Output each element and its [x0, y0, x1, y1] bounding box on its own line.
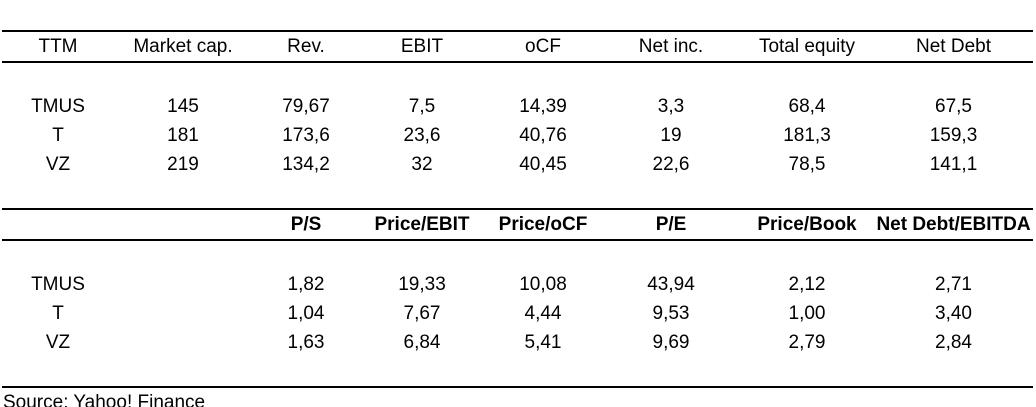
- ticker-cell: TMUS: [31, 95, 85, 117]
- header-cell-ttm: TTM: [2, 30, 114, 63]
- multiples-header-row: P/S Price/EBIT Price/oCF P/E Price/Book …: [2, 208, 1033, 241]
- header-cell-empty: [114, 208, 252, 241]
- empty-cell: [114, 328, 252, 357]
- value-cell: 219: [167, 153, 199, 175]
- spacer-row: [2, 179, 1033, 208]
- value-cell: 40,76: [519, 124, 567, 146]
- header-cell-price-ocf: Price/oCF: [484, 208, 602, 241]
- table-row-vz: VZ 1,63 6,84 5,41 9,69 2,79 2,84: [2, 328, 1033, 357]
- value-cell: 2,84: [935, 331, 972, 353]
- value-cell: 3,40: [935, 302, 972, 324]
- value-cell: 2,12: [788, 273, 826, 295]
- table-row-tmus: TMUS 145 79,67 7,5 14,39 3,3 68,4 67,5: [2, 92, 1033, 121]
- value-cell: 6,84: [403, 331, 441, 353]
- header-cell-pe: P/E: [602, 208, 740, 241]
- source-note: Source: Yahoo! Finance: [2, 388, 1033, 407]
- header-cell-ocf: oCF: [484, 30, 602, 63]
- header-cell-ps: P/S: [252, 208, 360, 241]
- ticker-cell: TMUS: [31, 273, 85, 295]
- ticker-cell: T: [52, 302, 64, 324]
- ticker-cell: T: [52, 124, 64, 146]
- table-row-t: T 1,04 7,67 4,44 9,53 1,00 3,40: [2, 299, 1033, 328]
- value-cell: 7,67: [403, 302, 441, 324]
- value-cell: 3,3: [657, 95, 685, 117]
- table-row-vz: VZ 219 134,2 32 40,45 22,6 78,5 141,1: [2, 150, 1033, 179]
- value-cell: 2,71: [935, 273, 972, 295]
- value-cell: 19: [660, 124, 682, 146]
- value-cell: 7,5: [408, 95, 436, 117]
- value-cell: 173,6: [282, 124, 330, 146]
- valuation-multiples-table: P/S Price/EBIT Price/oCF P/E Price/Book …: [2, 208, 1033, 388]
- ticker-cell: VZ: [45, 331, 71, 353]
- value-cell: 23,6: [403, 124, 441, 146]
- spacer-row: [2, 240, 1033, 270]
- ticker-cell: VZ: [45, 153, 71, 175]
- header-cell-ebit: EBIT: [360, 30, 484, 63]
- value-cell: 181: [167, 124, 199, 146]
- header-cell-net-inc: Net inc.: [602, 30, 740, 63]
- value-cell: 79,67: [282, 95, 330, 117]
- value-cell: 1,82: [287, 273, 325, 295]
- value-cell: 1,00: [788, 302, 826, 324]
- value-cell: 43,94: [647, 273, 695, 295]
- value-cell: 78,5: [788, 153, 826, 175]
- ttm-figures-table: TTM Market cap. Rev. EBIT oCF Net inc. T…: [2, 30, 1033, 208]
- value-cell: 9,69: [652, 331, 690, 353]
- value-cell: 1,63: [287, 331, 325, 353]
- value-cell: 2,79: [788, 331, 826, 353]
- value-cell: 145: [167, 95, 199, 117]
- value-cell: 134,2: [282, 153, 330, 175]
- header-cell-empty: [2, 208, 114, 241]
- value-cell: 4,44: [524, 302, 562, 324]
- value-cell: 32: [411, 153, 433, 175]
- ttm-header-row: TTM Market cap. Rev. EBIT oCF Net inc. T…: [2, 30, 1033, 63]
- header-cell-market-cap: Market cap.: [114, 30, 252, 63]
- header-cell-price-ebit: Price/EBIT: [360, 208, 484, 241]
- value-cell: 1,04: [287, 302, 325, 324]
- value-cell: 22,6: [652, 153, 690, 175]
- value-cell: 159,3: [929, 124, 978, 146]
- header-cell-rev: Rev.: [252, 30, 360, 63]
- table-row-tmus: TMUS 1,82 19,33 10,08 43,94 2,12 2,71: [2, 270, 1033, 299]
- value-cell: 40,45: [519, 153, 567, 175]
- value-cell: 67,5: [935, 95, 972, 117]
- spacer-row: [2, 357, 1033, 388]
- empty-cell: [114, 270, 252, 299]
- header-cell-total-equity: Total equity: [740, 30, 874, 63]
- header-cell-net-debt: Net Debt: [874, 30, 1033, 63]
- header-cell-price-book: Price/Book: [740, 208, 874, 241]
- value-cell: 10,08: [519, 273, 567, 295]
- value-cell: 68,4: [788, 95, 826, 117]
- table-row-t: T 181 173,6 23,6 40,76 19 181,3 159,3: [2, 121, 1033, 150]
- value-cell: 14,39: [519, 95, 567, 117]
- empty-cell: [114, 299, 252, 328]
- spacer-row: [2, 62, 1033, 92]
- header-cell-net-debt-ebitda: Net Debt/EBITDA: [874, 208, 1033, 241]
- source-text: Source: Yahoo! Finance: [3, 391, 206, 407]
- value-cell: 19,33: [398, 273, 446, 295]
- value-cell: 9,53: [652, 302, 690, 324]
- value-cell: 5,41: [524, 331, 562, 353]
- value-cell: 181,3: [783, 124, 831, 146]
- value-cell: 141,1: [929, 153, 978, 175]
